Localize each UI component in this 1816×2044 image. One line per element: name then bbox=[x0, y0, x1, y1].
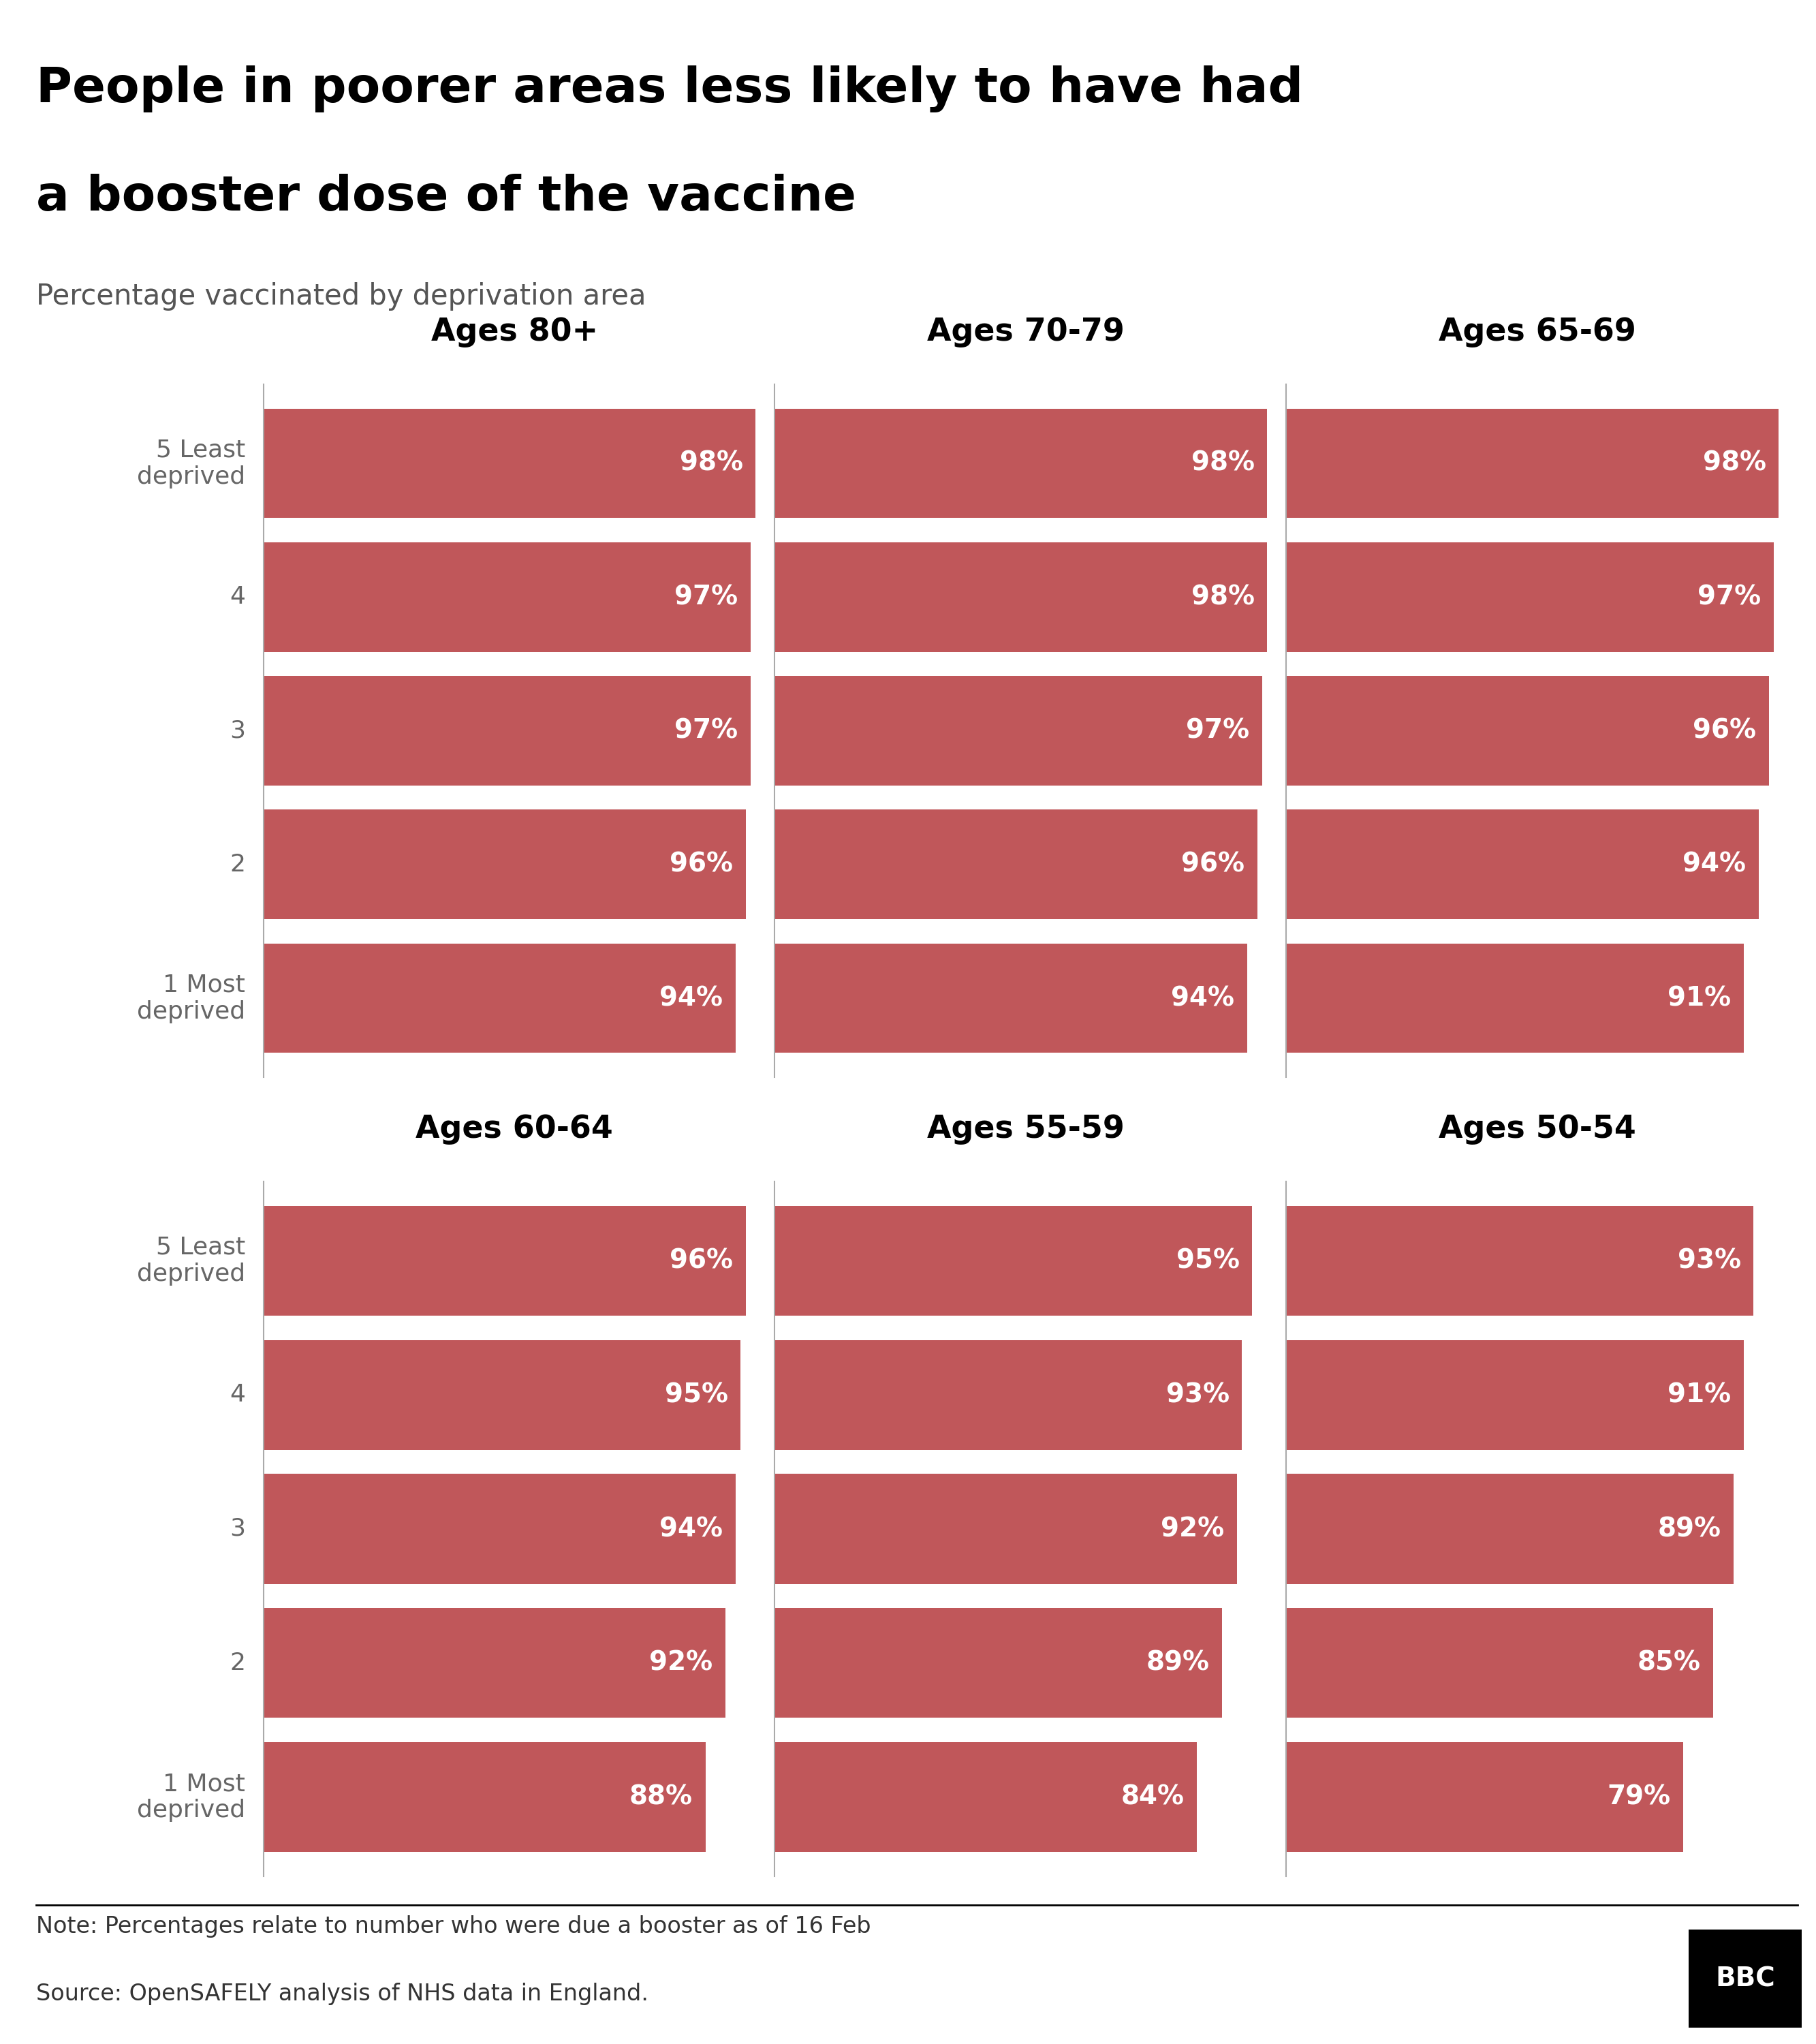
Bar bbox=[775, 809, 1257, 920]
Text: 85%: 85% bbox=[1638, 1650, 1700, 1676]
Text: 96%: 96% bbox=[1693, 717, 1756, 744]
Text: Ages 70-79: Ages 70-79 bbox=[928, 317, 1124, 347]
Bar bbox=[775, 1609, 1222, 1717]
Text: Percentage vaccinated by deprivation area: Percentage vaccinated by deprivation are… bbox=[36, 282, 646, 311]
Text: Ages 55-59: Ages 55-59 bbox=[928, 1114, 1124, 1145]
Text: Ages 60-64: Ages 60-64 bbox=[416, 1114, 614, 1145]
Text: Note: Percentages relate to number who were due a booster as of 16 Feb: Note: Percentages relate to number who w… bbox=[36, 1915, 872, 1938]
Text: 98%: 98% bbox=[1191, 450, 1255, 476]
Bar bbox=[1286, 1341, 1743, 1449]
Text: 94%: 94% bbox=[1683, 852, 1745, 877]
Bar bbox=[1286, 542, 1774, 652]
Bar bbox=[775, 1474, 1237, 1584]
Text: 89%: 89% bbox=[1146, 1650, 1209, 1676]
Text: 97%: 97% bbox=[1698, 585, 1762, 609]
Text: 96%: 96% bbox=[1180, 852, 1244, 877]
Text: 93%: 93% bbox=[1166, 1382, 1229, 1408]
Text: Ages 65-69: Ages 65-69 bbox=[1438, 317, 1636, 347]
Text: 3: 3 bbox=[229, 1517, 245, 1541]
Bar bbox=[1286, 1609, 1714, 1717]
Text: People in poorer areas less likely to have had: People in poorer areas less likely to ha… bbox=[36, 65, 1304, 112]
Text: 94%: 94% bbox=[659, 985, 723, 1012]
Bar bbox=[1689, 1930, 1801, 2028]
Text: Source: OpenSAFELY analysis of NHS data in England.: Source: OpenSAFELY analysis of NHS data … bbox=[36, 1983, 648, 2005]
Bar bbox=[263, 409, 755, 517]
Text: 91%: 91% bbox=[1667, 985, 1731, 1012]
Text: 97%: 97% bbox=[674, 717, 737, 744]
Bar bbox=[263, 542, 750, 652]
Bar bbox=[263, 1609, 726, 1717]
Text: 98%: 98% bbox=[679, 450, 743, 476]
Bar bbox=[1286, 409, 1778, 517]
Bar bbox=[1286, 809, 1758, 920]
Bar bbox=[1286, 1206, 1754, 1316]
Bar bbox=[263, 1341, 741, 1449]
Text: 2: 2 bbox=[229, 1652, 245, 1674]
Text: Ages 80+: Ages 80+ bbox=[430, 317, 597, 347]
Bar bbox=[775, 1741, 1197, 1852]
Text: 92%: 92% bbox=[1160, 1517, 1224, 1541]
Text: 79%: 79% bbox=[1607, 1784, 1671, 1811]
Text: 4: 4 bbox=[229, 585, 245, 609]
Bar bbox=[1286, 677, 1769, 785]
Text: 98%: 98% bbox=[1191, 585, 1255, 609]
Text: a booster dose of the vaccine: a booster dose of the vaccine bbox=[36, 174, 857, 221]
Bar bbox=[263, 944, 735, 1053]
Bar bbox=[775, 677, 1262, 785]
Text: 95%: 95% bbox=[1177, 1247, 1239, 1273]
Text: 3: 3 bbox=[229, 719, 245, 742]
Text: 89%: 89% bbox=[1658, 1517, 1722, 1541]
Text: 1 Most
deprived: 1 Most deprived bbox=[136, 973, 245, 1024]
Text: 97%: 97% bbox=[1186, 717, 1249, 744]
Text: 4: 4 bbox=[229, 1384, 245, 1406]
Bar bbox=[263, 1741, 705, 1852]
Text: 5 Least
deprived: 5 Least deprived bbox=[136, 1237, 245, 1286]
Text: 2: 2 bbox=[229, 852, 245, 877]
Text: 92%: 92% bbox=[650, 1650, 714, 1676]
Bar bbox=[263, 809, 746, 920]
Text: 84%: 84% bbox=[1120, 1784, 1184, 1811]
Text: 91%: 91% bbox=[1667, 1382, 1731, 1408]
Bar bbox=[775, 409, 1268, 517]
Text: 96%: 96% bbox=[670, 1247, 734, 1273]
Text: BBC: BBC bbox=[1716, 1966, 1774, 1991]
Bar bbox=[1286, 944, 1743, 1053]
Text: Ages 50-54: Ages 50-54 bbox=[1438, 1114, 1636, 1145]
Bar bbox=[1286, 1474, 1734, 1584]
Bar bbox=[775, 944, 1248, 1053]
Bar bbox=[775, 1206, 1253, 1316]
Text: 1 Most
deprived: 1 Most deprived bbox=[136, 1772, 245, 1821]
Text: 98%: 98% bbox=[1703, 450, 1765, 476]
Bar bbox=[775, 1341, 1242, 1449]
Text: 95%: 95% bbox=[665, 1382, 728, 1408]
Text: 94%: 94% bbox=[659, 1517, 723, 1541]
Bar bbox=[263, 1206, 746, 1316]
Text: 5 Least
deprived: 5 Least deprived bbox=[136, 437, 245, 489]
Text: 94%: 94% bbox=[1171, 985, 1235, 1012]
Text: 93%: 93% bbox=[1678, 1247, 1742, 1273]
Text: 88%: 88% bbox=[630, 1784, 692, 1811]
Bar bbox=[263, 677, 750, 785]
Bar bbox=[1286, 1741, 1683, 1852]
Bar bbox=[263, 1474, 735, 1584]
Text: 97%: 97% bbox=[674, 585, 737, 609]
Text: 96%: 96% bbox=[670, 852, 734, 877]
Bar bbox=[775, 542, 1268, 652]
